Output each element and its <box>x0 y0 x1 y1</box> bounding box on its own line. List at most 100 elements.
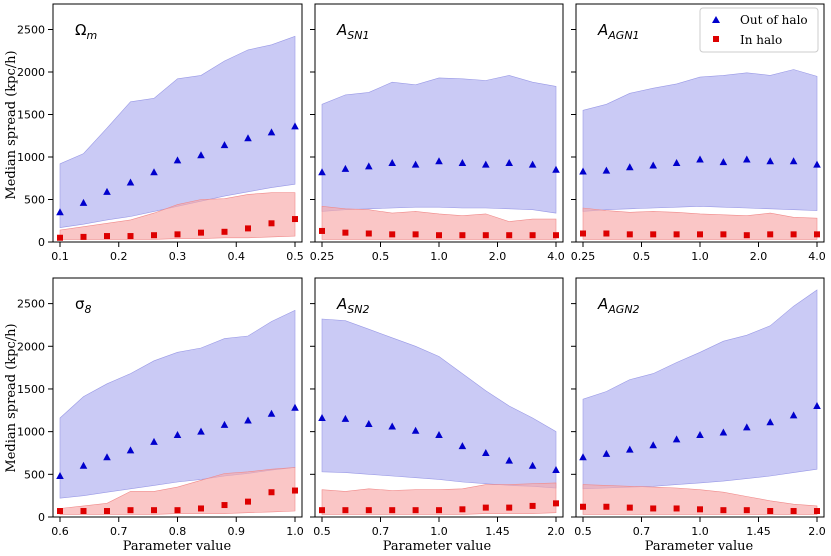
out-of-halo-point <box>458 158 467 166</box>
in-halo-point <box>245 498 251 505</box>
in-halo-point <box>319 227 325 234</box>
in-halo-point <box>80 233 87 240</box>
out-of-halo-point <box>79 198 88 206</box>
y-tick-label: 1500 <box>17 383 45 396</box>
out-of-halo-point <box>505 158 513 166</box>
out-of-halo-point <box>388 158 396 166</box>
in-halo-band-2 <box>321 205 557 240</box>
x-tick-label: 0.6 <box>51 525 69 538</box>
out-of-halo-point <box>813 402 821 410</box>
in-halo-point <box>720 231 727 238</box>
in-halo-point <box>814 231 820 238</box>
y-tick-label: 1000 <box>17 426 45 439</box>
legend-label-in-halo: In halo <box>740 33 782 47</box>
out-of-halo-point <box>482 160 490 168</box>
out-of-halo-point <box>626 445 634 453</box>
panels: 0 500 1000 1500 2000 2500 0.1 0.2 0.3 0.4 0.5 Ωm 0.2… <box>17 3 826 538</box>
out-of-halo-point <box>365 419 373 427</box>
x-tick-label: 2.0 <box>547 525 565 538</box>
out-of-halo-band-1 <box>59 35 296 228</box>
in-halo-point <box>626 504 633 511</box>
y-tick-label: 0 <box>38 511 45 524</box>
out-of-halo-point <box>719 158 728 166</box>
in-halo-point <box>268 489 275 496</box>
in-halo-point <box>436 232 442 239</box>
in-halo-point <box>198 505 204 512</box>
in-halo-point <box>389 507 396 514</box>
out-of-halo-band-6 <box>582 289 818 490</box>
in-halo-point <box>221 502 228 509</box>
in-halo-point <box>767 231 774 238</box>
out-of-halo-point <box>150 168 158 176</box>
out-of-halo-point <box>197 151 205 159</box>
in-halo-point <box>506 504 513 511</box>
out-of-halo-point <box>813 160 821 168</box>
x-tick-label: 0.7 <box>110 525 128 538</box>
in-halo-point <box>673 231 680 238</box>
y-tick-label: 500 <box>24 468 45 481</box>
out-of-halo-point <box>126 446 135 454</box>
in-halo-point <box>104 508 110 515</box>
out-of-halo-point <box>197 427 205 435</box>
x-tick-label: 0.5 <box>372 250 390 263</box>
out-of-halo-point <box>602 449 611 457</box>
out-of-halo-point <box>649 161 657 169</box>
in-halo-point <box>268 220 275 227</box>
out-of-halo-band-5 <box>321 318 557 489</box>
out-of-halo-point <box>267 409 276 417</box>
out-of-halo-point <box>150 437 158 445</box>
in-halo-band-4 <box>59 467 296 515</box>
out-of-halo-point <box>505 456 513 464</box>
x-tick-label: 2.0 <box>750 250 768 263</box>
in-halo-point <box>151 507 157 514</box>
in-halo-point <box>319 507 325 514</box>
in-halo-point <box>603 503 610 510</box>
out-of-halo-point <box>411 426 420 434</box>
y-tick-label: 2500 <box>17 24 45 37</box>
in-halo-point <box>482 504 489 511</box>
x-tick-label: 0.7 <box>633 525 651 538</box>
x-axis-label-2: Parameter value <box>383 539 492 554</box>
out-of-halo-point <box>435 431 443 439</box>
y-tick-label: 2000 <box>17 66 45 79</box>
in-halo-point <box>697 506 703 513</box>
out-of-halo-point <box>649 441 657 449</box>
in-halo-band-5 <box>321 482 557 515</box>
in-halo-point <box>57 234 63 241</box>
out-of-halo-point <box>388 422 396 430</box>
out-of-halo-point <box>696 431 704 439</box>
out-of-halo-point <box>696 155 704 163</box>
x-tick-label: 4.0 <box>547 250 565 263</box>
in-halo-point <box>245 225 251 232</box>
x-tick-label: 1.0 <box>691 525 709 538</box>
out-of-halo-point <box>672 435 681 443</box>
in-halo-point <box>529 232 536 239</box>
out-of-halo-point <box>766 157 774 165</box>
out-of-halo-point <box>365 162 373 170</box>
in-halo-point <box>459 232 466 239</box>
in-halo-point <box>412 231 419 238</box>
in-halo-point <box>650 505 657 512</box>
panel-label-2: ASN1 <box>336 21 369 42</box>
y-axis-label-bottom: Median spread (kpc/h) <box>4 323 19 472</box>
in-halo-point <box>553 232 559 239</box>
out-of-halo-point <box>103 453 111 461</box>
out-of-halo-point <box>743 155 751 163</box>
in-halo-point <box>603 230 610 237</box>
y-tick-label: 2000 <box>17 340 45 353</box>
in-halo-point <box>174 231 181 238</box>
out-of-halo-point <box>318 168 326 176</box>
panel-5: 0.5 0.7 1.0 1.45 2.0 ASN2 <box>310 277 565 538</box>
in-halo-point <box>436 507 442 514</box>
in-halo-point <box>814 508 820 515</box>
in-halo-point <box>80 508 87 515</box>
in-halo-point <box>104 233 110 240</box>
in-halo-point <box>127 507 134 514</box>
x-tick-label: 0.25 <box>571 250 596 263</box>
out-of-halo-band-4 <box>59 309 296 499</box>
in-halo-point <box>529 502 536 509</box>
out-of-halo-point <box>435 157 443 165</box>
out-of-halo-point <box>244 416 252 424</box>
x-tick-label: 4.0 <box>808 250 826 263</box>
x-tick-label: 0.5 <box>286 250 304 263</box>
